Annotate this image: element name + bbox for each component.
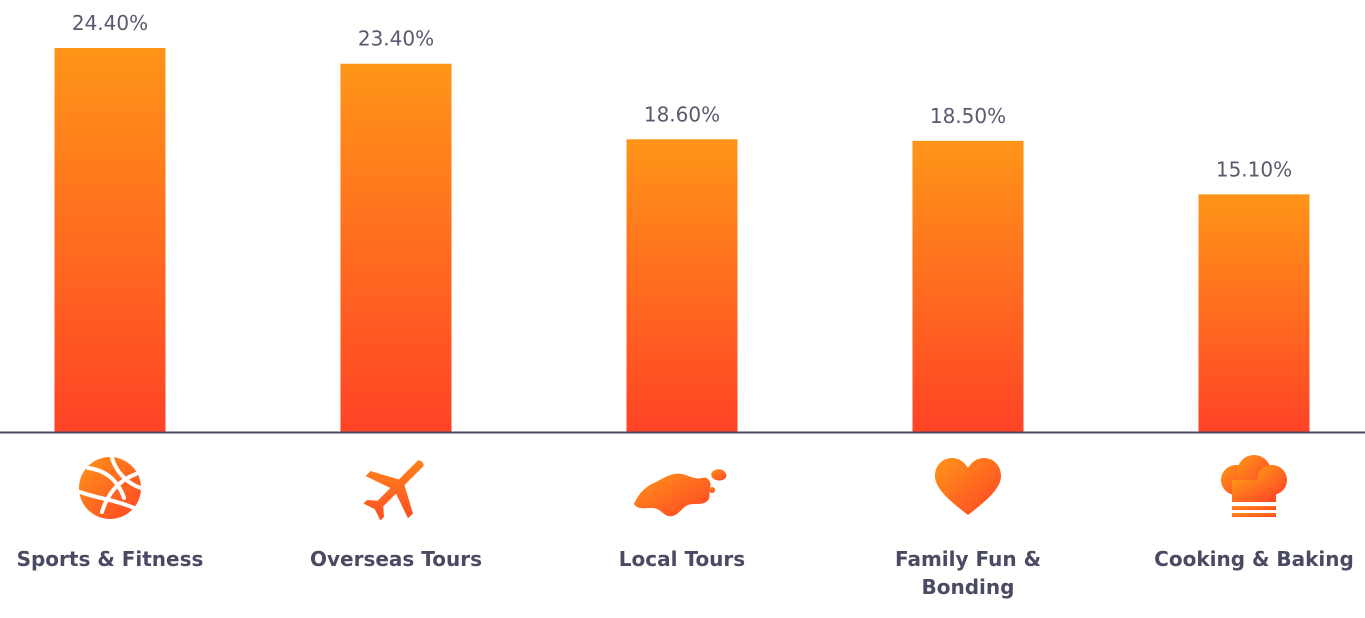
- singapore-map-icon: [634, 469, 727, 517]
- category-label: Overseas Tours: [310, 547, 482, 571]
- value-label: 18.50%: [930, 104, 1006, 128]
- category-label: Cooking & Baking: [1154, 547, 1354, 571]
- bar: [912, 140, 1024, 432]
- bars-layer: [54, 48, 1310, 433]
- category-labels-layer: Sports & Fitness Overseas Tours Local Tour…: [17, 547, 1354, 599]
- bar: [54, 48, 166, 432]
- bar: [626, 139, 738, 432]
- value-label: 18.60%: [644, 102, 720, 126]
- value-labels-layer: 24.40% 23.40% 18.60% 18.50% 15.10%: [72, 11, 1292, 181]
- volleyball-icon: [78, 456, 143, 519]
- category-label: Sports & Fitness: [17, 547, 204, 571]
- category-label: Family Fun & Bonding: [895, 547, 1041, 599]
- value-label: 24.40%: [72, 11, 148, 35]
- icons-layer: [78, 455, 1287, 521]
- category-label: Local Tours: [619, 547, 745, 571]
- value-label: 15.10%: [1216, 157, 1292, 181]
- value-label: 23.40%: [358, 27, 434, 51]
- airplane-icon: [363, 460, 424, 521]
- bar: [340, 63, 452, 433]
- chef-hat-icon: [1221, 455, 1287, 517]
- bar: [1198, 194, 1310, 432]
- heart-icon: [935, 458, 1001, 515]
